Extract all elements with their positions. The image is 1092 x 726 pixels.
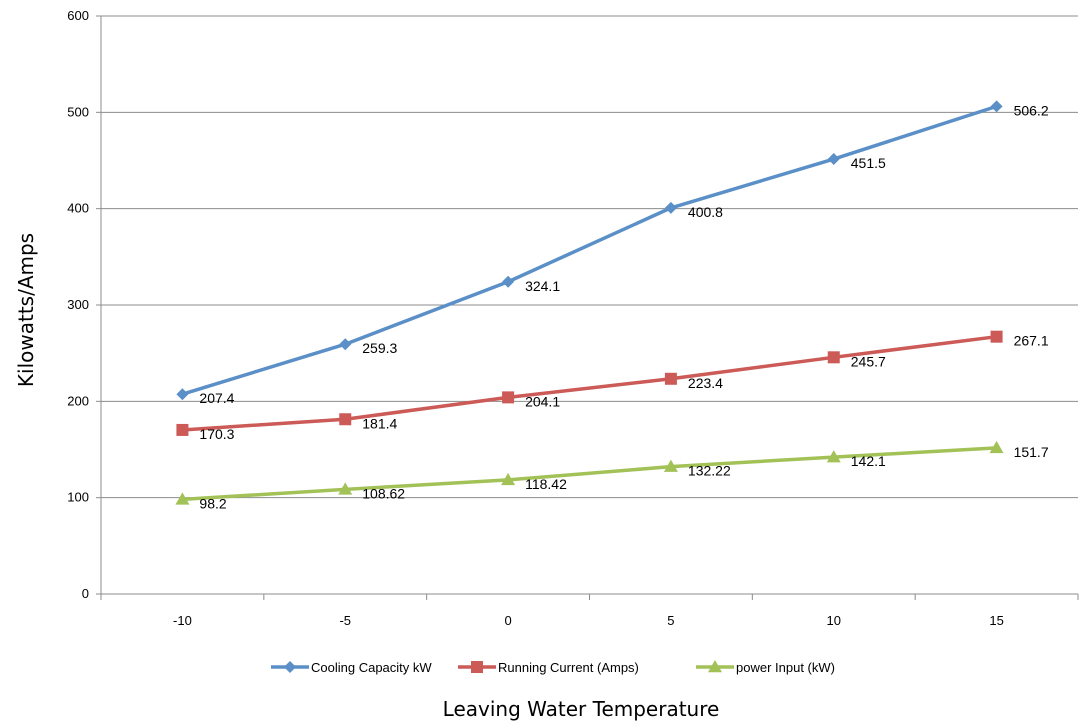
series-1: 207.4 259.3 324.1 400.8 451.5 506.2 — [176, 100, 1049, 406]
series-group: 207.4 259.3 324.1 400.8 451.5 506.2 170.3 181.4… — [175, 100, 1049, 511]
data-label: 207.4 — [199, 390, 234, 406]
series-line — [182, 334, 997, 432]
y-axis-ticks: 0 100 200 300 400 500 600 — [67, 8, 101, 601]
legend: Cooling Capacity kW Running Current (Amps… — [271, 660, 835, 675]
data-point — [339, 338, 352, 351]
data-point — [989, 440, 1004, 454]
data-label: 506.2 — [1014, 102, 1049, 118]
data-label: 400.8 — [688, 204, 723, 220]
series-line — [182, 446, 997, 502]
series-2: 170.3 181.4 204.1 223.4 245.7 267.1 — [176, 330, 1049, 442]
legend-marker — [284, 661, 296, 673]
x-axis-label: Leaving Water Temperature — [443, 697, 720, 721]
data-label: 259.3 — [362, 340, 397, 356]
y-tick-label: 100 — [67, 490, 89, 505]
series-line — [181, 104, 998, 396]
x-tick-label: 5 — [667, 613, 674, 628]
y-tick-label: 200 — [67, 393, 89, 408]
x-tick-label: 15 — [989, 613, 1003, 628]
x-tick-label: 0 — [504, 613, 511, 628]
x-tick-label: 10 — [827, 613, 841, 628]
data-label: 223.4 — [688, 375, 723, 391]
y-tick-label: 0 — [82, 586, 89, 601]
legend-label: Running Current (Amps) — [498, 660, 639, 675]
data-label: 142.1 — [851, 453, 886, 469]
data-label: 118.42 — [525, 476, 567, 492]
data-point — [338, 482, 353, 495]
legend-item: power Input (kW) — [696, 660, 835, 675]
series-3: 98.2 108.62 118.42 132.22 142.1 151.7 — [175, 440, 1049, 511]
legend-marker — [471, 661, 483, 673]
data-label: 245.7 — [851, 353, 886, 369]
data-label: 267.1 — [1014, 333, 1049, 349]
data-point — [990, 100, 1003, 113]
gridlines — [101, 15, 1078, 499]
data-point — [502, 391, 515, 404]
data-point — [502, 275, 515, 288]
data-point — [827, 351, 840, 364]
x-tick-label: -5 — [339, 613, 351, 628]
legend-marker — [708, 660, 722, 673]
y-tick-label: 300 — [67, 297, 89, 312]
legend-label: Cooling Capacity kW — [311, 660, 432, 675]
legend-item: Running Current (Amps) — [458, 660, 639, 675]
legend-label: power Input (kW) — [736, 660, 835, 675]
data-label: 132.22 — [688, 463, 731, 479]
data-label: 151.7 — [1014, 444, 1049, 460]
data-point — [175, 492, 190, 505]
data-label: 98.2 — [199, 495, 226, 511]
y-axis-label: Kilowatts/Amps — [14, 233, 38, 387]
data-label: 181.4 — [362, 415, 397, 431]
y-tick-label: 400 — [67, 201, 89, 216]
x-tick-label: -10 — [173, 613, 192, 628]
x-axis-ticks: -10 -5 0 5 10 15 — [100, 594, 1079, 628]
data-label: 108.62 — [362, 485, 405, 501]
data-point — [339, 413, 352, 426]
data-point — [827, 153, 840, 166]
y-tick-label: 600 — [67, 8, 89, 23]
data-point — [176, 423, 189, 436]
data-point — [664, 372, 677, 385]
data-point — [664, 201, 677, 214]
data-point — [990, 330, 1003, 343]
y-tick-label: 500 — [67, 104, 89, 119]
data-label: 324.1 — [525, 278, 560, 294]
data-label: 204.1 — [525, 393, 560, 409]
data-point — [501, 472, 516, 486]
data-point — [176, 388, 189, 401]
data-label: 451.5 — [851, 155, 886, 171]
data-label: 170.3 — [199, 426, 234, 442]
data-point — [826, 450, 841, 463]
data-point — [663, 459, 678, 472]
legend-item: Cooling Capacity kW — [271, 660, 432, 675]
